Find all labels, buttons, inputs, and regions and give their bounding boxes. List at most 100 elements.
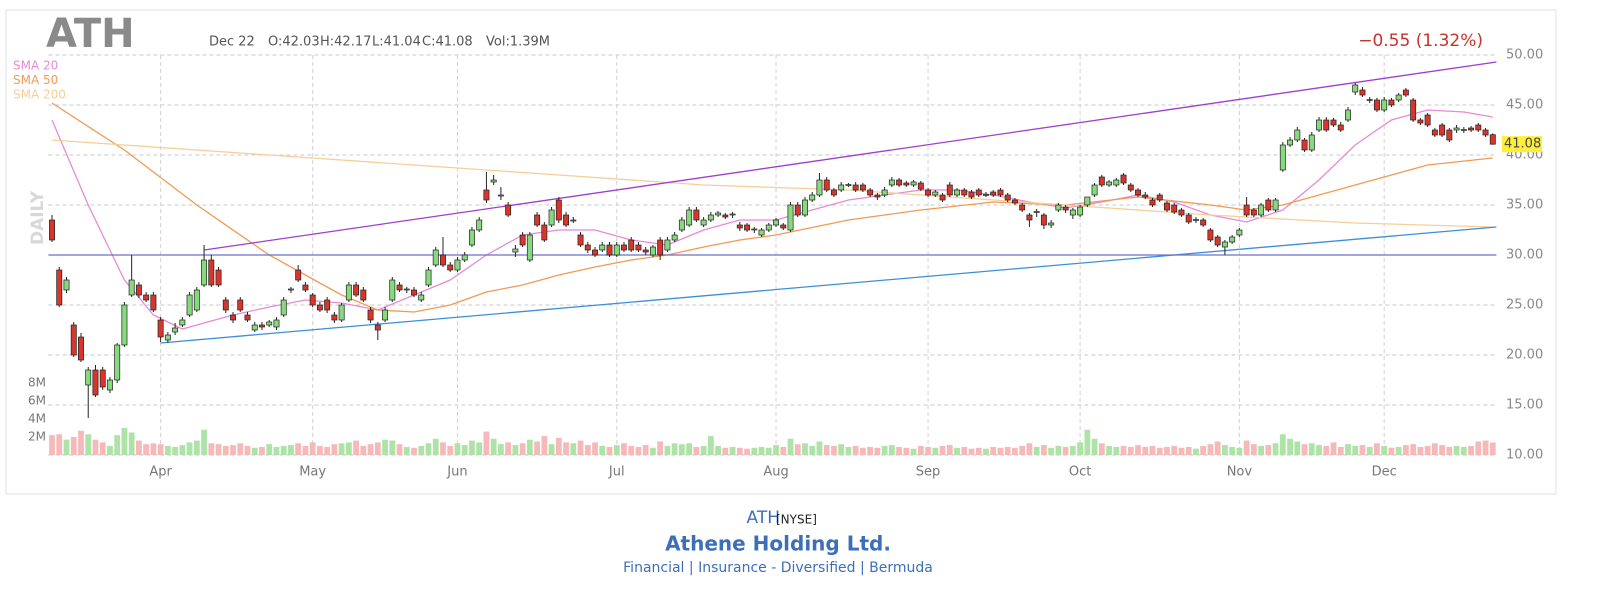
volume-bar [968,448,975,455]
volume-bar [1403,445,1409,455]
volume-bar [1171,445,1178,455]
volume-bar [1374,443,1380,455]
volume-bar [1316,445,1322,455]
candle-body [867,189,874,196]
volume-bar [1265,445,1272,455]
candle-body [367,309,374,321]
candle-body [1489,134,1496,145]
candle-body [910,181,917,186]
candle-body [208,259,215,286]
volume-bar [164,445,171,455]
candle-body [1453,127,1460,131]
volume-bar [208,443,215,455]
volume-bar [1439,445,1445,455]
volume-bar [780,446,787,455]
volume-bar [63,439,70,455]
volume-bar [49,435,55,455]
header-low: L:41.04 [372,35,421,50]
candle-body [360,289,367,301]
candle-body [722,214,729,218]
volume-bar [874,447,881,455]
volume-bar [85,434,92,455]
candle-body [852,184,859,191]
candle-body [888,179,895,186]
x-tick-label: Nov [1227,465,1253,480]
volume-bar [990,446,997,455]
candle-body [1402,89,1409,96]
volume-bar [1323,445,1330,455]
trend-line [160,226,1497,344]
volume-bar [251,447,258,455]
volume-bar [1113,446,1120,455]
sma-line [51,139,1493,228]
volume-bar [425,443,432,455]
candle-body [280,299,287,316]
candle-body [331,314,338,321]
candle-body [476,219,483,231]
volume-bar [852,445,859,455]
candle-body [1120,174,1127,184]
volume-bar [729,446,736,455]
volume-tick-label: 2M [28,429,46,443]
candle-body [780,224,787,229]
candle-body [157,319,164,338]
candle-body [128,279,135,296]
volume-bar [1222,445,1228,455]
volume-bar [1279,434,1286,455]
candle-body [1439,124,1446,136]
candle-body [230,314,236,321]
candle-body [1055,204,1062,211]
volume-bar [280,445,287,455]
candle-body [932,191,939,196]
volume-bar [78,430,84,455]
volume-bar [917,445,924,455]
volume-bar [628,445,635,455]
candle-body [150,294,157,311]
candle-body [1294,129,1301,141]
volume-bar [613,445,620,455]
candle-body [468,229,475,246]
volume-bar [1250,444,1257,455]
volume-bar [707,436,714,455]
candle-body [794,204,801,216]
candle-body [642,249,649,253]
candle-body [1316,119,1322,131]
volume-bar [1214,441,1221,455]
candle-body [1135,189,1141,196]
volume-bar [867,446,874,455]
volume-bar [816,441,823,455]
candle-body [1468,127,1475,131]
candle-body [70,324,77,356]
footer-symbol: ATH [747,508,780,528]
candle-body [838,184,845,191]
volume-bar [230,445,236,455]
volume-bar [736,447,743,455]
candle-body [1106,181,1113,186]
volume-bar [1106,445,1112,455]
volume-bar [534,441,540,455]
volume-bar [1258,445,1264,455]
volume-bar [635,446,642,455]
y-tick-label: 25.00 [1506,298,1543,313]
candle-body [823,179,830,191]
volume-bar [92,439,99,455]
x-tick-label: Dec [1372,465,1397,480]
candle-body [1011,199,1018,204]
candle-body [1127,184,1134,191]
candle-body [671,234,678,241]
candle-body [1250,209,1257,216]
volume-bar [744,448,750,455]
volume-bar [1041,445,1047,455]
candle-body [570,219,577,222]
volume-bar [860,447,866,455]
volume-bar [1489,442,1496,455]
volume-bar [382,439,388,455]
volume-bar [925,446,931,455]
candle-body [114,344,121,381]
candle-body [353,284,360,296]
company-sector: Financial | Insurance - Diversified | Be… [623,560,933,576]
volume-bar [946,445,953,455]
header-volume: Vol:1.39M [486,35,550,50]
volume-bar [1164,446,1170,455]
